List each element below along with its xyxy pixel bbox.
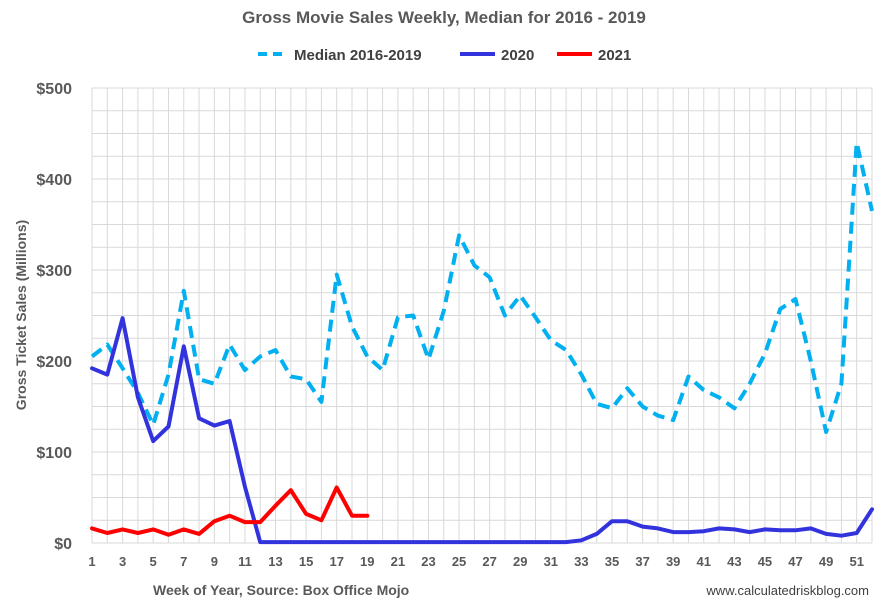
series-line-1 [90, 140, 874, 434]
x-tick-label: 29 [513, 554, 527, 569]
x-tick-label: 3 [119, 554, 126, 569]
x-tick-label: 45 [758, 554, 772, 569]
x-axis-ticks: 1 3 5 7 9 11 13 15 17 19 21 23 25 27 29 31 33 35 37 39 41 43 4… [88, 554, 864, 569]
legend-label-2: 2020 [501, 47, 534, 64]
x-tick-label: 19 [360, 554, 374, 569]
x-tick-label: 33 [574, 554, 588, 569]
x-tick-label: 49 [819, 554, 833, 569]
y-axis-label: Gross Ticket Sales (Millions) [13, 220, 29, 410]
y-tick-label: $100 [36, 445, 72, 462]
y-tick-label: $500 [36, 81, 72, 98]
x-tick-label: 27 [482, 554, 496, 569]
x-tick-label: 21 [391, 554, 405, 569]
x-tick-label: 35 [605, 554, 619, 569]
series-group [90, 140, 874, 545]
series-line-3 [90, 485, 370, 537]
x-tick-label: 11 [238, 554, 252, 569]
x-tick-label: 43 [727, 554, 741, 569]
x-tick-label: 9 [211, 554, 218, 569]
y-tick-label: $400 [36, 172, 72, 189]
x-tick-label: 41 [697, 554, 711, 569]
y-tick-label: $0 [54, 536, 72, 553]
x-tick-label: 39 [666, 554, 680, 569]
y-tick-label: $300 [36, 263, 72, 280]
x-tick-label: 51 [849, 554, 863, 569]
y-tick-label: $200 [36, 354, 72, 371]
series-line-2 [90, 316, 874, 545]
y-axis-ticks: $0 $100 $200 $300 $400 $500 [36, 81, 72, 553]
legend: Median 2016-2019 2020 2021 [258, 47, 631, 64]
x-tick-label: 17 [329, 554, 343, 569]
legend-label-1: Median 2016-2019 [294, 47, 422, 64]
x-tick-label: 47 [788, 554, 802, 569]
x-tick-label: 5 [150, 554, 157, 569]
x-tick-label: 31 [544, 554, 558, 569]
gridlines [91, 87, 873, 544]
x-tick-label: 37 [635, 554, 649, 569]
source-note: www.calculatedriskblog.com [705, 583, 869, 598]
x-axis-label: Week of Year, Source: Box Office Mojo [153, 582, 409, 598]
legend-label-3: 2021 [598, 47, 631, 64]
x-tick-label: 25 [452, 554, 466, 569]
x-tick-label: 1 [88, 554, 95, 569]
x-tick-label: 15 [299, 554, 313, 569]
x-tick-label: 7 [180, 554, 187, 569]
x-tick-label: 23 [421, 554, 435, 569]
x-tick-label: 13 [268, 554, 282, 569]
chart-title: Gross Movie Sales Weekly, Median for 201… [242, 8, 646, 27]
